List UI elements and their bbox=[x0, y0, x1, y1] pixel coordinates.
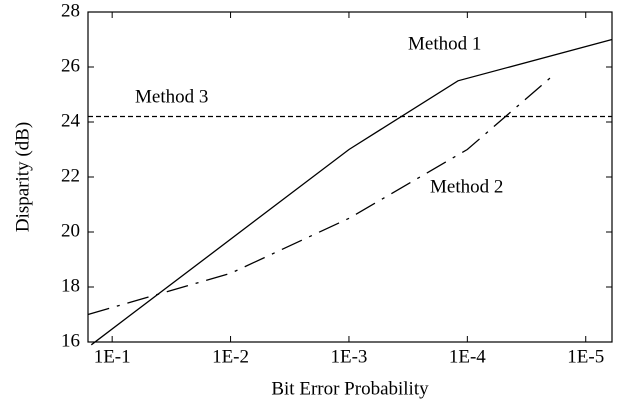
x-tick-label: 1E-5 bbox=[567, 346, 604, 367]
plot-frame bbox=[87, 11, 613, 343]
x-tick-label: 1E-2 bbox=[212, 346, 249, 367]
series-label: Method 1 bbox=[408, 33, 481, 54]
x-tick-label: 1E-3 bbox=[330, 346, 367, 367]
series-label: Method 2 bbox=[430, 176, 503, 197]
y-tick-label: 16 bbox=[61, 330, 80, 351]
y-tick-label: 26 bbox=[61, 55, 80, 76]
y-tick-label: 28 bbox=[61, 0, 80, 21]
x-axis-label: Bit Error Probability bbox=[271, 378, 429, 399]
x-tick-label: 1E-4 bbox=[449, 346, 486, 367]
y-tick-label: 18 bbox=[61, 275, 80, 296]
series-line bbox=[90, 38, 613, 346]
series-label: Method 3 bbox=[135, 86, 208, 107]
series-line bbox=[87, 77, 551, 316]
y-tick-label: 24 bbox=[61, 110, 81, 131]
y-axis-label: Disparity (dB) bbox=[12, 122, 33, 232]
y-tick-label: 22 bbox=[61, 165, 80, 186]
y-tick-label: 20 bbox=[61, 220, 80, 241]
x-tick-label: 1E-1 bbox=[94, 346, 131, 367]
